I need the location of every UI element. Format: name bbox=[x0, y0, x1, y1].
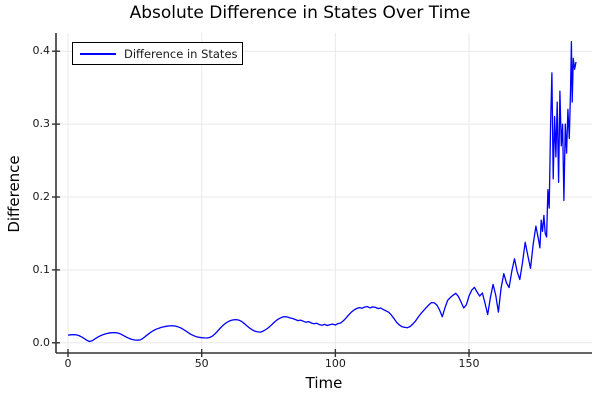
y-tick-label: 0.2 bbox=[32, 190, 51, 203]
legend-label: Difference in States bbox=[124, 46, 238, 61]
y-tick-label: 0.3 bbox=[32, 117, 51, 131]
y-tick-label: 0.1 bbox=[32, 262, 51, 276]
y-axis-label: Difference bbox=[5, 155, 23, 233]
x-tick-label: 50 bbox=[194, 357, 209, 370]
y-tick-label: 0.0 bbox=[32, 335, 51, 349]
x-tick-label: 0 bbox=[64, 357, 72, 370]
legend-line-swatch bbox=[80, 52, 116, 55]
legend: Difference in States bbox=[72, 42, 243, 65]
x-axis-label: Time bbox=[305, 374, 343, 392]
x-tick-label: 150 bbox=[458, 357, 480, 370]
chart-title: Absolute Difference in States Over Time bbox=[129, 3, 471, 23]
y-tick-label: 0.4 bbox=[32, 44, 51, 58]
x-tick-label: 100 bbox=[324, 357, 346, 370]
difference-line bbox=[67, 40, 577, 343]
